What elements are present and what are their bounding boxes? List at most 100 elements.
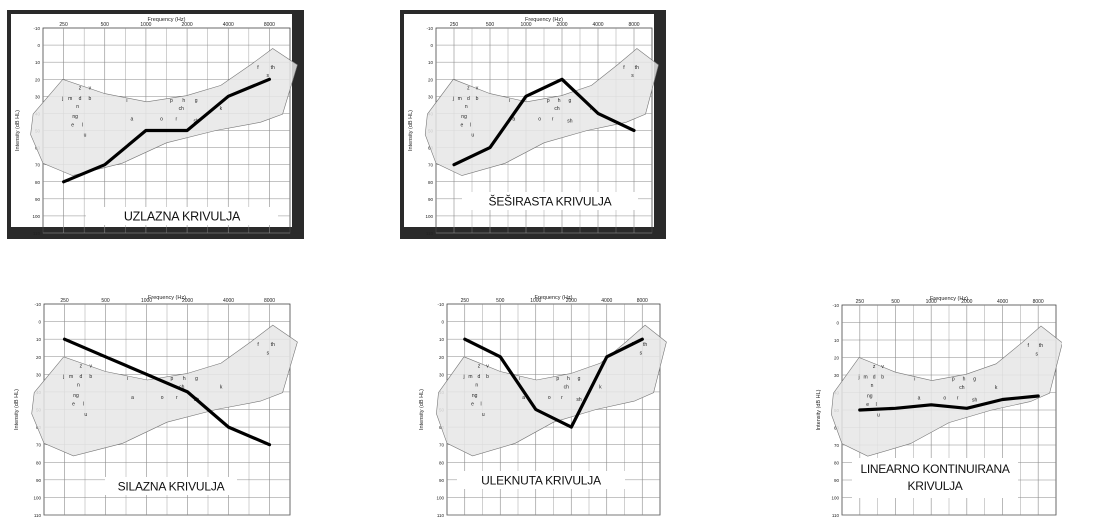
x-tick-label: 8000 — [1033, 299, 1044, 305]
x-tick-label: 250 — [461, 298, 470, 304]
speech-letter: th — [635, 65, 639, 71]
speech-letter: sh — [972, 398, 978, 404]
speech-letter: th — [271, 342, 275, 348]
speech-letter: ng — [472, 393, 478, 399]
speech-letter: e — [72, 401, 75, 407]
speech-letter: s — [1035, 351, 1038, 357]
y-tick-label: 20 — [36, 355, 42, 360]
speech-letter: th — [1039, 343, 1043, 349]
y-tick-label: 30 — [36, 372, 42, 377]
speech-letter: ng — [867, 393, 873, 399]
y-tick-label: 10 — [35, 60, 41, 65]
y-tick-label: 20 — [428, 77, 434, 82]
speech-letter: r — [561, 395, 563, 401]
y-axis-title: Intensity (dB HL) — [14, 389, 20, 430]
audiogram-uzlazna-chart: -100102030405060708090100110250500100020… — [11, 14, 298, 235]
y-axis-title: Intensity (dB HL) — [408, 110, 414, 151]
y-tick-label: 0 — [37, 43, 40, 48]
speech-letter: v — [486, 363, 489, 369]
curve-label-text: SILAZNA KRIVULJA — [118, 480, 225, 494]
speech-letter: g — [569, 98, 572, 104]
speech-letter: i — [509, 98, 510, 104]
x-tick-label: 2000 — [182, 22, 193, 28]
y-tick-label: 0 — [836, 321, 839, 326]
speech-letter: th — [271, 65, 275, 71]
curve-label-text: KRIVULJA — [908, 479, 963, 493]
y-tick-label: 70 — [439, 443, 445, 448]
speech-letter: o — [538, 116, 541, 122]
speech-letter: r — [957, 396, 959, 402]
speech-letter: s — [267, 351, 270, 357]
x-tick-label: 4000 — [997, 299, 1008, 305]
speech-letter: k — [220, 106, 223, 112]
audiogram-sesirasta-chart: -100102030405060708090100110250500100020… — [404, 14, 659, 235]
speech-letter: l — [83, 401, 84, 407]
speech-letter: a — [131, 395, 134, 401]
x-axis-title: Frequency (Hz) — [930, 296, 968, 302]
speech-letter: k — [995, 385, 998, 391]
speech-letter: o — [160, 116, 163, 122]
speech-letter: p — [556, 376, 559, 382]
x-axis-title: Frequency (Hz) — [525, 17, 563, 23]
speech-letter: p — [547, 98, 550, 104]
x-tick-label: 1000 — [530, 298, 541, 304]
y-tick-label: 30 — [35, 94, 41, 99]
y-tick-label: 100 — [32, 214, 40, 219]
y-tick-label: 90 — [428, 197, 434, 202]
y-tick-label: 30 — [428, 94, 434, 99]
y-tick-label: -10 — [426, 26, 433, 31]
speech-letter: p — [171, 376, 174, 382]
speech-letter: i — [126, 98, 127, 104]
y-tick-label: 80 — [834, 461, 840, 466]
speech-letter: u — [84, 133, 87, 139]
y-tick-label: 70 — [36, 443, 42, 448]
speech-letter: p — [952, 377, 955, 383]
speech-letter: f — [623, 65, 625, 71]
curve-label-box — [462, 192, 638, 210]
y-tick-label: 70 — [35, 163, 41, 168]
y-tick-label: 110 — [437, 513, 445, 517]
speech-letter: e — [471, 401, 474, 407]
y-tick-label: 70 — [834, 443, 840, 448]
speech-letter: m — [863, 375, 867, 381]
speech-banana-area — [436, 324, 667, 457]
speech-letter: m — [458, 96, 462, 102]
y-tick-label: 110 — [33, 231, 41, 235]
y-axis-title: Intensity (dB HL) — [419, 389, 425, 430]
speech-letter: h — [183, 376, 186, 382]
x-tick-label: 8000 — [637, 298, 648, 304]
x-tick-label: 8000 — [264, 22, 275, 28]
y-tick-label: -10 — [33, 26, 40, 31]
speech-letter: o — [161, 395, 164, 401]
speech-letter: h — [182, 98, 185, 104]
x-tick-label: 250 — [856, 299, 865, 305]
speech-letter: r — [176, 116, 178, 122]
y-tick-label: 0 — [430, 43, 433, 48]
speech-letter: z — [467, 86, 470, 92]
x-tick-label: 250 — [59, 22, 68, 28]
speech-letter: b — [486, 374, 489, 380]
speech-letter: p — [170, 98, 173, 104]
speech-letter: b — [881, 375, 884, 381]
speech-letter: r — [552, 116, 554, 122]
speech-letter: ch — [554, 106, 560, 112]
speech-letter: f — [257, 65, 259, 71]
speech-letter: b — [476, 96, 479, 102]
x-axis-title: Frequency (Hz) — [535, 295, 573, 301]
x-tick-label: 2000 — [556, 22, 567, 28]
speech-letter: h — [558, 98, 561, 104]
curve-label-box — [105, 477, 237, 495]
speech-letter: k — [220, 384, 223, 390]
curve-label-box — [852, 458, 1018, 498]
speech-letter: d — [79, 96, 82, 102]
curve-label-text: LINEARNO KONTINUIRANA — [860, 462, 1009, 476]
speech-letter: k — [599, 384, 602, 390]
speech-letter: ch — [179, 384, 185, 390]
curve-label-text: ULEKNUTA KRIVULJA — [481, 474, 601, 488]
speech-letter: j — [62, 374, 64, 380]
hearing-curve-line — [452, 77, 636, 167]
y-tick-label: 80 — [439, 460, 445, 465]
speech-letter: l — [876, 402, 877, 408]
y-tick-label: 30 — [834, 373, 840, 378]
speech-letter: u — [482, 412, 485, 418]
